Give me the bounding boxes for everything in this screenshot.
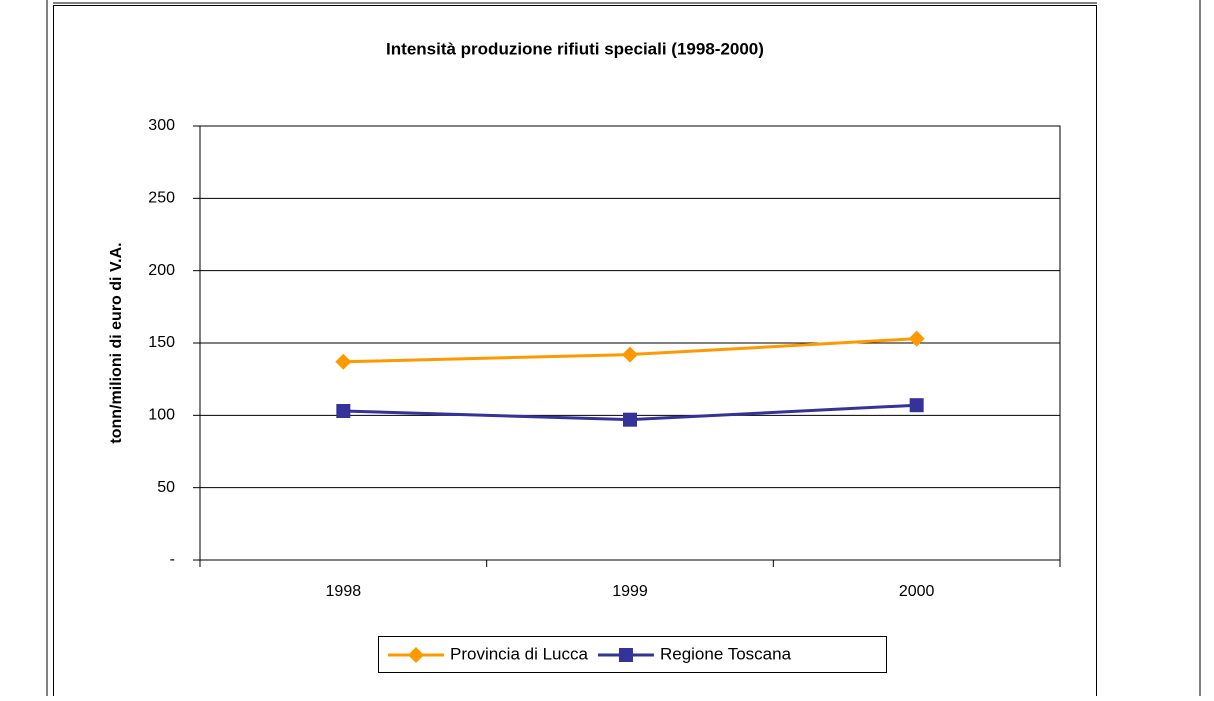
plot-frame: [199, 125, 1061, 561]
legend-marker: [408, 647, 424, 663]
x-tick-label: 1999: [612, 583, 648, 600]
legend-label: Regione Toscana: [660, 644, 792, 663]
y-tick-label: 250: [148, 190, 175, 207]
data-point: [622, 346, 638, 363]
y-tick-label: 50: [157, 479, 175, 496]
legend-marker: [618, 648, 633, 662]
y-tick-label: 300: [148, 117, 175, 134]
legend-label: Provincia di Lucca: [450, 644, 589, 663]
y-tick-label: -: [170, 551, 175, 568]
data-point: [623, 412, 637, 427]
data-point: [335, 353, 352, 370]
x-tick-label: 2000: [899, 583, 935, 600]
y-axis-label: tonn/milioni di euro di V.A.: [108, 242, 125, 443]
chart-title: Intensità produzione rifiuti speciali (1…: [386, 39, 764, 58]
y-tick-label: 100: [148, 407, 175, 424]
chart-frame: [53, 5, 1097, 701]
y-tick-label: 200: [148, 262, 175, 279]
x-tick-label: 1998: [326, 583, 362, 600]
data-point: [336, 403, 351, 418]
y-tick-label: 150: [148, 334, 175, 351]
data-point: [909, 398, 924, 413]
data-point: [908, 330, 925, 347]
